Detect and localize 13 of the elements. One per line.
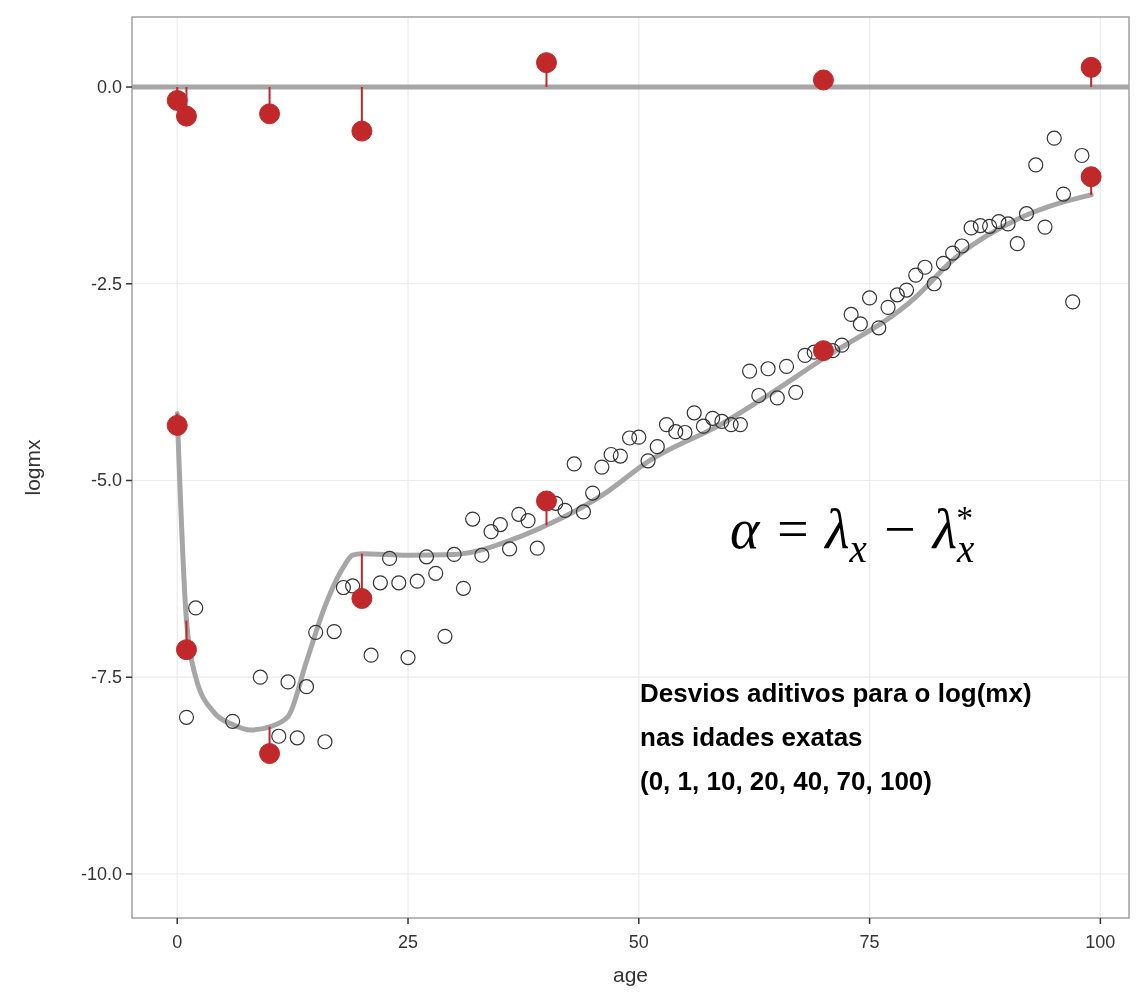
y-tick-label: -10.0 [80,863,122,884]
y-tick-label: -7.5 [90,667,122,688]
x-tick-label: 0 [172,932,183,952]
y-tick-label: 0.0 [96,77,122,98]
x-tick-label: 100 [1085,932,1116,952]
x-tick-label: 50 [628,932,649,952]
x-tick-label: 75 [859,932,880,952]
y-axis-title: logmx [21,439,44,496]
y-tick-label: -5.0 [90,470,122,491]
y-tick-label: -2.5 [90,273,122,294]
x-tick-label: 25 [398,932,419,952]
x-axis-title: age [612,963,649,986]
annotation: Desvios aditivos para o log(mx) nas idades exatas (0, 1, 10, 20, 40, 70, 100) [640,678,1032,796]
